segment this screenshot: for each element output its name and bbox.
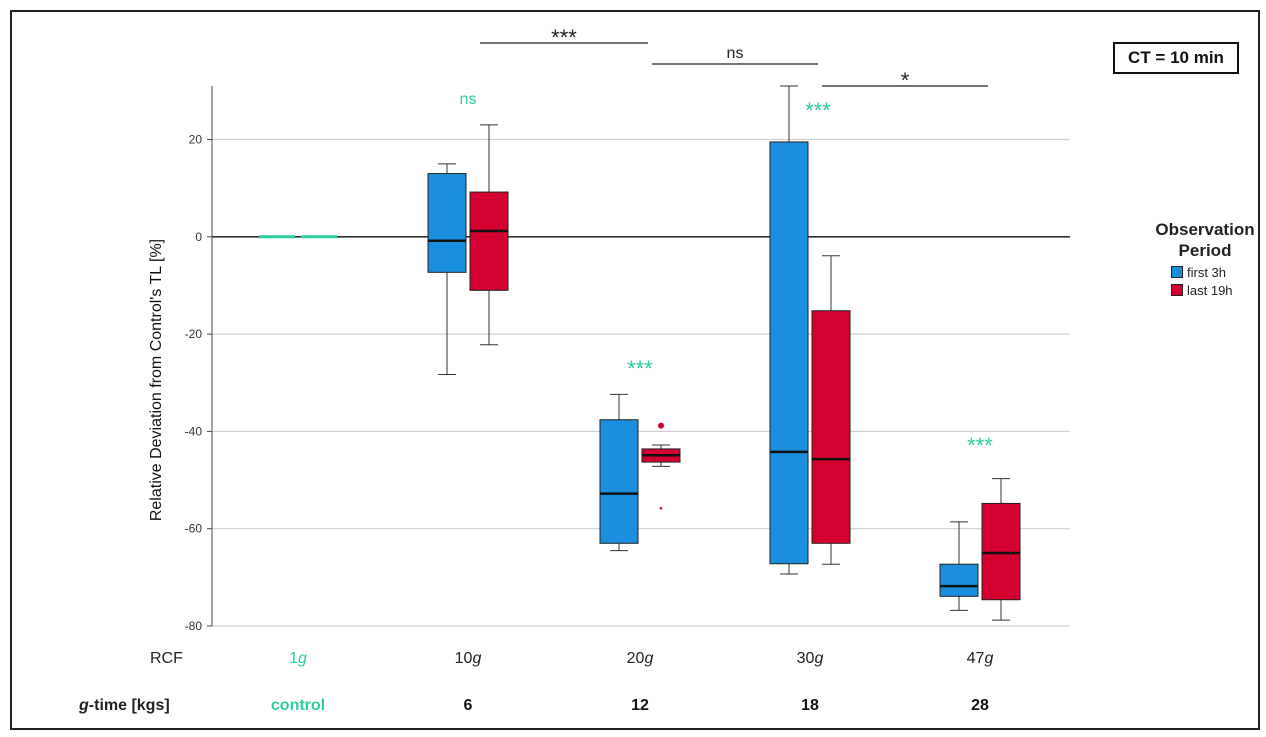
box-iqr (599, 419, 639, 544)
significance-labels: ns *** *** *** (460, 91, 994, 458)
rcf-category-label: 47g (967, 650, 994, 668)
rcf-category-label: 1g (289, 650, 307, 668)
gtime-category-label: 6 (463, 697, 473, 714)
rcf-row-label: RCF (150, 650, 183, 667)
box-last-19h-cat-4 (981, 478, 1021, 621)
rcf-unit: g (984, 650, 994, 667)
rcf-unit: g (472, 650, 482, 667)
significance-bracket-label: *** (551, 25, 577, 50)
within-significance-label: *** (805, 98, 831, 123)
y-tick-label: -60 (185, 522, 203, 536)
gtime-category-label: control (270, 697, 326, 714)
rcf-unit: g (644, 650, 654, 667)
legend-title: Observation Period (1155, 220, 1255, 260)
outlier-point (658, 422, 664, 429)
rcf-category-label: 20g (627, 650, 654, 668)
significance-bracket-label: ns (727, 45, 744, 62)
legend-label-last-19h: last 19h (1187, 282, 1233, 298)
rcf-value: 47 (966, 650, 985, 667)
gridlines (212, 138, 1070, 627)
gtime-row-label: g-time [kgs] (79, 697, 170, 715)
extreme-outlier-point (659, 506, 663, 510)
rcf-category-label: 30g (797, 650, 824, 668)
box-first-3h-cat-2 (599, 393, 639, 552)
y-tick-label: -20 (185, 327, 203, 341)
rcf-unit: g (298, 650, 307, 667)
gtime-category-label: 12 (631, 697, 649, 714)
box-iqr (981, 502, 1021, 601)
y-tick-label: -40 (185, 424, 203, 438)
within-significance-label: ns (460, 91, 477, 108)
significance-bracket-label: * (901, 68, 910, 93)
legend-swatch-last-19h (1171, 284, 1183, 296)
y-tick-label: 20 (189, 133, 203, 147)
figure-frame (10, 10, 1260, 730)
legend-label-first-3h: first 3h (1187, 264, 1227, 280)
box-iqr (427, 173, 467, 273)
box-iqr (939, 563, 979, 597)
y-axis-label: Relative Deviation from Control's TL [%] (148, 238, 165, 522)
box-first-3h-cat-3 (769, 85, 809, 575)
legend-swatch-first-3h (1171, 266, 1183, 278)
box-iqr (469, 191, 509, 291)
box-first-3h-cat-4 (939, 521, 979, 611)
box-series (259, 85, 1021, 621)
box-iqr (769, 141, 809, 565)
ct-annotation-box: CT = 10 min (1113, 42, 1239, 74)
box-last-19h-cat-2 (641, 422, 681, 510)
within-significance-label: *** (627, 356, 653, 381)
box-last-19h-cat-3 (811, 255, 851, 565)
box-first-3h-cat-1 (427, 163, 467, 375)
legend-item-last-19h: last 19h (1171, 282, 1266, 298)
rcf-value: 1 (289, 650, 298, 667)
box-last-19h-cat-1 (469, 124, 509, 346)
y-tick-label: 0 (195, 230, 202, 244)
significance-brackets: *** ns * (480, 25, 988, 93)
gtime-row-label-italic: g (79, 697, 89, 714)
box-iqr (811, 310, 851, 544)
gtime-row-label-rest: -time [kgs] (88, 697, 170, 714)
legend: Observation Period first 3h last 19h (1140, 219, 1266, 298)
rcf-value: 30 (796, 650, 815, 667)
y-axis: 20 0 -20 -40 -60 -80 (185, 86, 213, 633)
rcf-value: 10 (454, 650, 473, 667)
rcf-unit: g (814, 650, 824, 667)
rcf-category-label: 10g (455, 650, 482, 668)
gtime-category-label: 18 (801, 697, 819, 714)
rcf-value: 20 (626, 650, 645, 667)
legend-item-first-3h: first 3h (1171, 264, 1266, 280)
y-tick-label: -80 (185, 619, 203, 633)
ct-annotation-text: CT = 10 min (1128, 48, 1224, 67)
gtime-category-label: 28 (971, 697, 989, 714)
within-significance-label: *** (967, 433, 993, 458)
